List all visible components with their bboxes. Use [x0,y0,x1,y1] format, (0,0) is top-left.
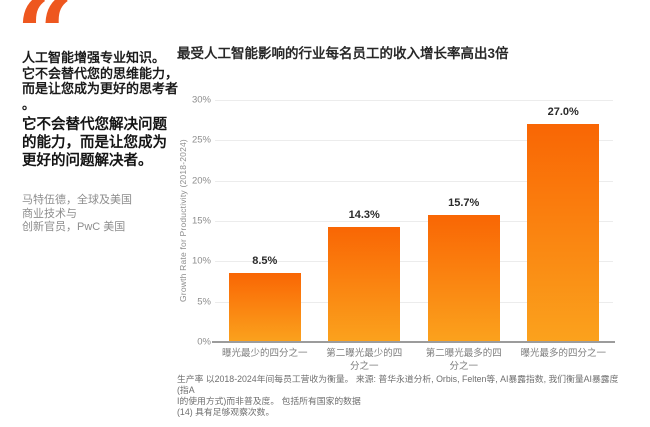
y-tick-label: 10% [191,255,211,267]
gridline [215,100,613,101]
gridline [215,301,613,303]
x-axis-category-label: 第二曝光最少的四 分之一 [326,348,403,372]
quote-paragraph-1: 人工智能增强专业知识。 它不会替代您的思维能力， 而是让您成为更好的思考者 。 [22,50,179,112]
gridline [215,140,613,142]
bar [328,226,401,342]
y-tick-label: 0% [197,336,211,348]
y-tick-label: 25% [191,134,211,146]
gridline [215,180,613,182]
bar [527,124,600,342]
x-axis-line [212,341,615,343]
x-axis-category-label: 曝光最少的四分之一 [221,348,308,359]
bar-value-label: 27.0% [547,106,579,119]
quote-attribution: 马特伍德，全球及美国 商业技术与 创新官员，PwC 美国 [22,194,132,233]
x-axis-category-label: 第二曝光最多的四 分之一 [425,348,502,372]
x-axis-labels: 曝光最少的四分之一 第二曝光最少的四 分之一 第二曝光最多的四 分之一 曝光最多的四分… [215,348,613,378]
gridline [215,221,613,222]
bar-value-label: 14.3% [348,208,380,221]
y-tick-label: 5% [197,296,211,308]
y-axis-ticks: 0% 5% 10% 15% 20% 25% 30% [177,95,211,348]
quote-paragraph-2: 它不会替代您解决问题 的能力，而是让您成为 更好的问题解决者。 [22,117,167,169]
quote-icon: “ [16,0,74,93]
y-tick-label: 30% [191,94,211,106]
bar [427,215,500,342]
y-tick-label: 20% [191,175,211,187]
bar [228,273,301,342]
chart-footnote: 生产率 以2018-2024年间每员工营收为衡量。 来源: 普华永道分析, Or… [177,374,619,417]
x-axis-category-label: 曝光最多的四分之一 [520,348,606,359]
bar-value-label: 8.5% [252,255,278,268]
plot-area: 8.5% 14.3% 15.7% 27.0% [212,100,615,343]
gridline [215,261,613,263]
chart-title: 最受人工智能影响的行业每名员工的收入增长率高出3倍 [177,46,509,61]
bar-value-label: 15.7% [448,197,480,210]
y-tick-label: 15% [191,215,211,227]
